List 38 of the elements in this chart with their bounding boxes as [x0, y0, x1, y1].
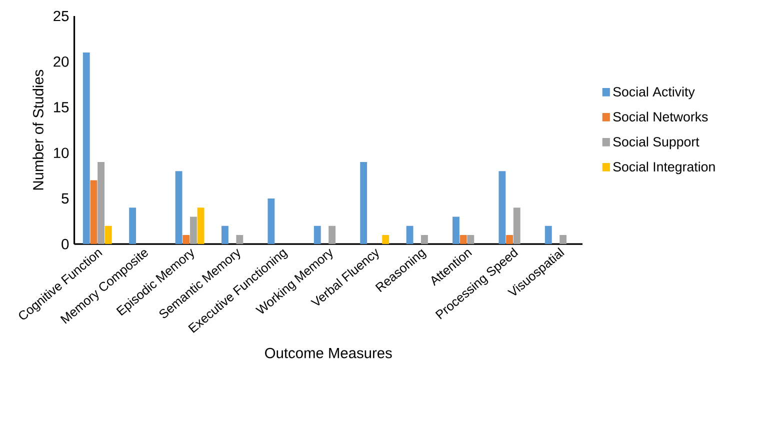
x-axis-title: Outcome Measures [265, 348, 392, 358]
bar [90, 180, 98, 244]
bar [460, 235, 467, 244]
bar [190, 216, 197, 244]
legend-label: Social Integration [613, 162, 715, 174]
legend-label: Social Activity [613, 86, 695, 100]
y-tick-label: 25 [54, 11, 69, 22]
bar [406, 226, 414, 244]
bar [314, 226, 321, 244]
bar [82, 52, 90, 244]
bar [506, 235, 513, 244]
bar [104, 226, 112, 244]
bar [420, 235, 428, 244]
bar [513, 208, 520, 244]
bar [544, 226, 552, 244]
bar [236, 235, 244, 244]
bar [360, 162, 368, 244]
bar [222, 226, 228, 244]
bar [268, 198, 275, 244]
bar [182, 235, 190, 244]
bar [197, 208, 204, 244]
y-tick-label: 10 [54, 148, 69, 158]
y-tick-label: 0 [62, 239, 69, 250]
y-tick-label: 20 [54, 56, 69, 68]
y-tick-label: 5 [62, 194, 69, 204]
bar [98, 162, 105, 244]
bar [452, 216, 460, 244]
y-tick-label: 15 [54, 102, 69, 113]
y-axis-title: Number of Studies [32, 70, 44, 190]
bar [498, 171, 506, 244]
bar [175, 171, 182, 244]
legend-label: Social Support [613, 136, 700, 150]
bar [382, 235, 390, 244]
bar [560, 235, 567, 244]
legend-label: Social Networks [613, 112, 708, 122]
bar [467, 235, 474, 244]
bar [129, 208, 136, 244]
bar [328, 226, 336, 244]
